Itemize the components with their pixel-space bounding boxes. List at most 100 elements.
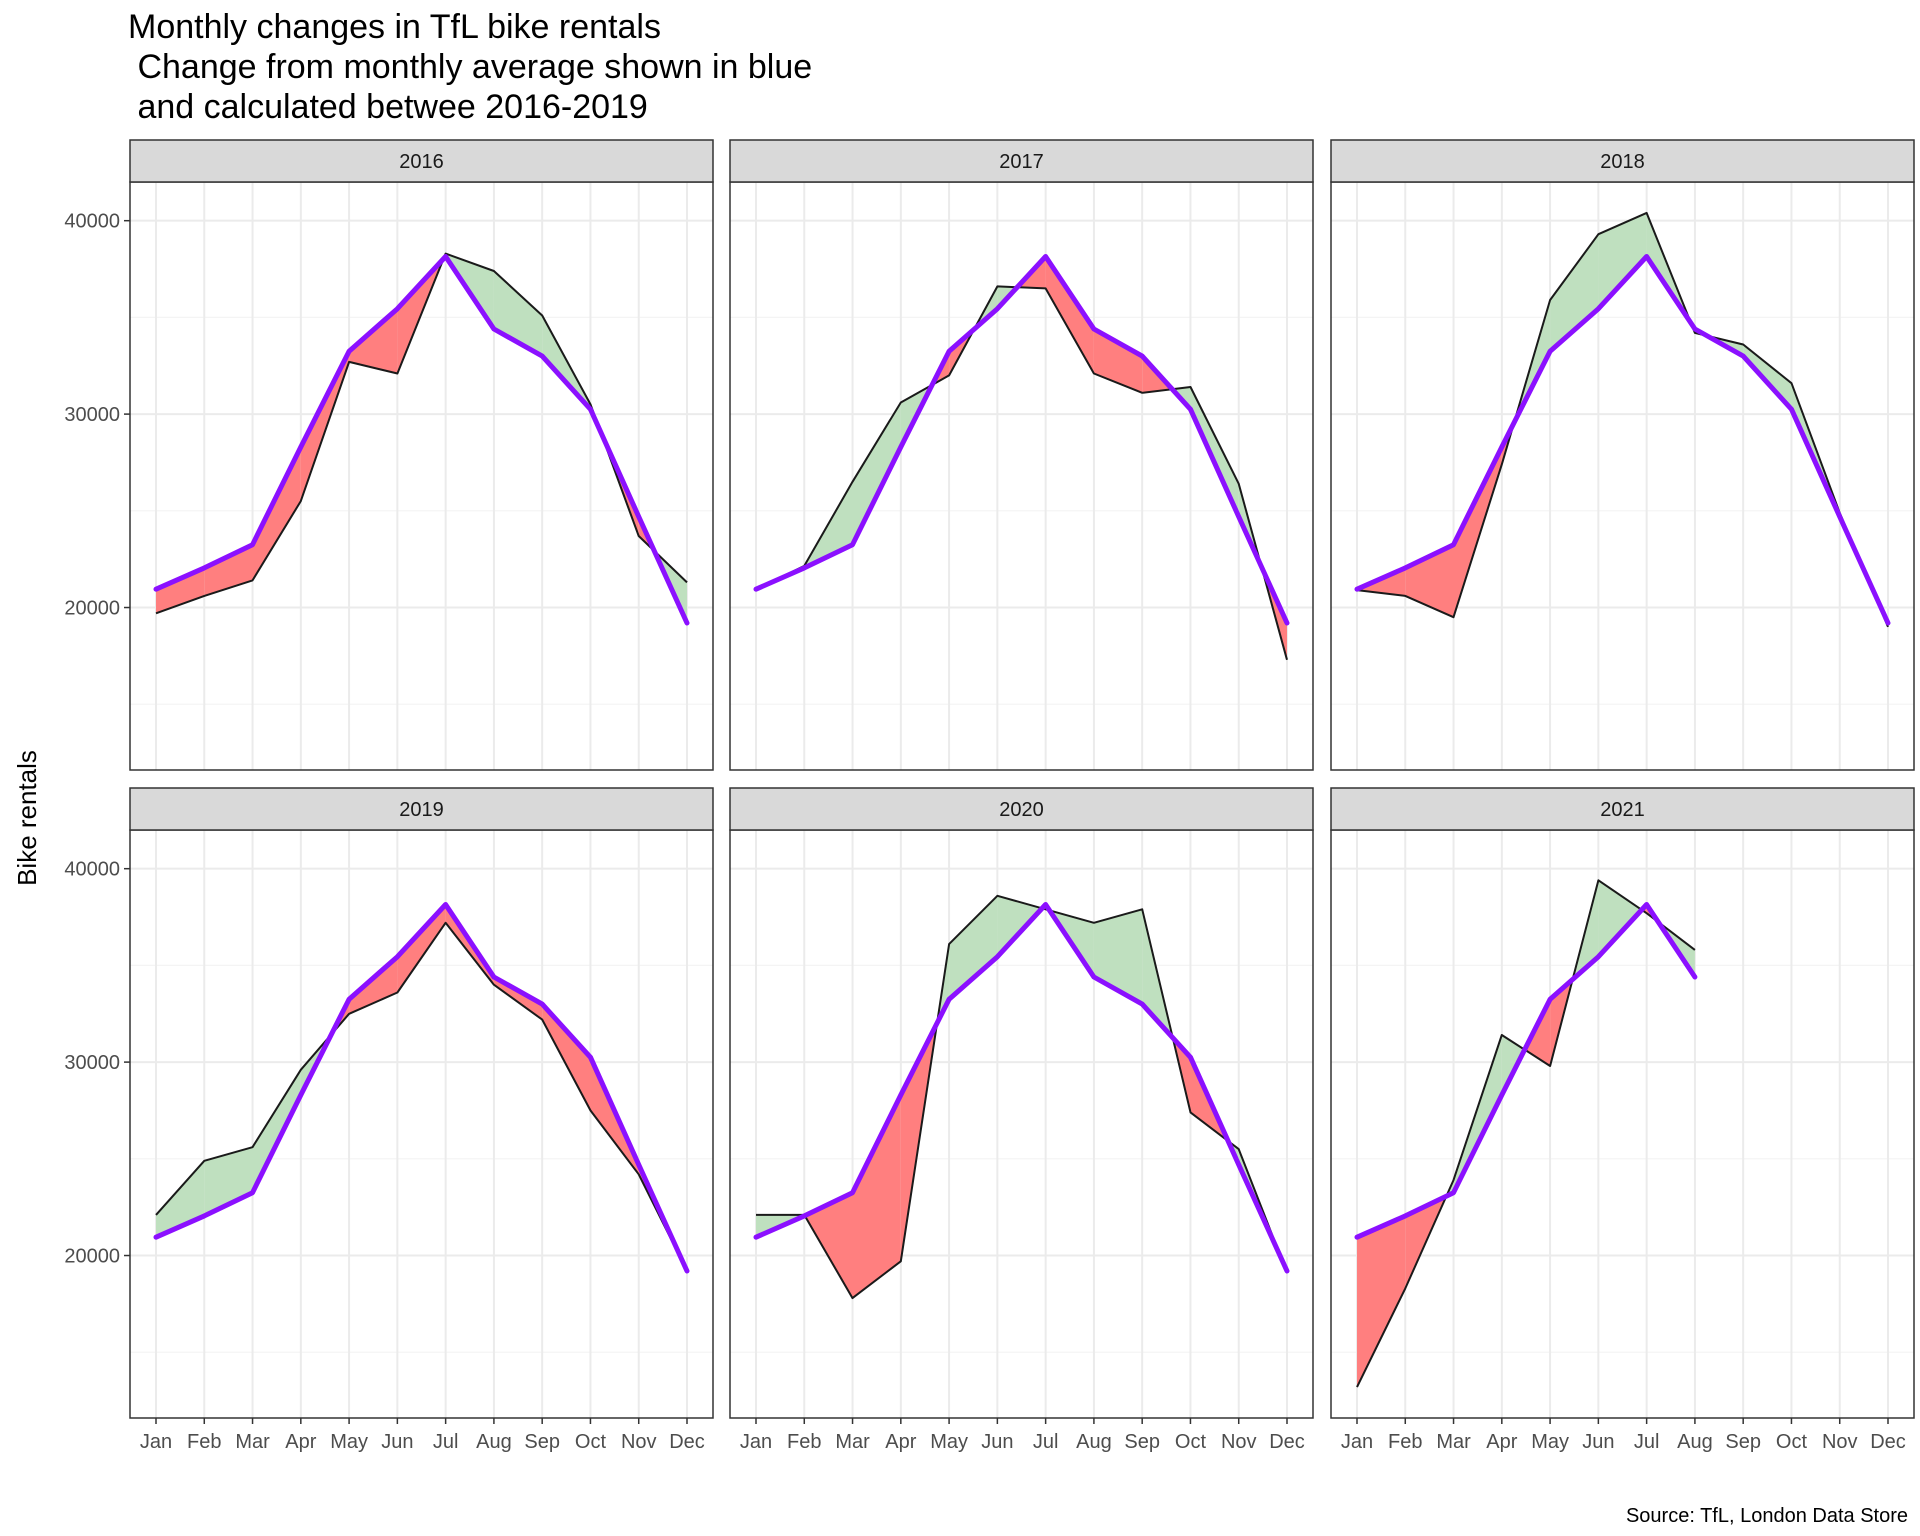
- ribbon-below-average: [397, 904, 446, 993]
- ribbon-below-average: [349, 308, 398, 374]
- facet-strip: 2018: [1330, 139, 1915, 183]
- x-tick-label: Nov: [1822, 1431, 1858, 1453]
- chart-title-line-3: and calculated betwee 2016-2019: [128, 88, 648, 126]
- x-tick-label: Apr: [285, 1431, 316, 1453]
- y-tick-label: 40000: [64, 859, 120, 881]
- x-tick-label: Aug: [1677, 1431, 1713, 1453]
- facet-panel-2017: 2017: [729, 139, 1314, 771]
- strip-label: 2018: [1600, 151, 1645, 173]
- ribbon-above-average: [949, 895, 998, 1000]
- panel-grid: [730, 830, 1313, 1418]
- ribbon-below-average: [1453, 447, 1502, 618]
- x-tick-label: Jan: [740, 1431, 772, 1453]
- strip-background: [129, 787, 714, 831]
- x-tick-label: Oct: [1776, 1431, 1808, 1453]
- x-tick-label: May: [930, 1431, 968, 1453]
- x-tick-label: Mar: [1436, 1431, 1471, 1453]
- x-tick-label: Oct: [1175, 1431, 1207, 1453]
- ribbon-below-average: [852, 1095, 901, 1299]
- strip-background: [729, 787, 1314, 831]
- strip-label: 2020: [999, 799, 1044, 821]
- strip-background: [1330, 787, 1915, 831]
- y-tick-label: 40000: [64, 211, 120, 233]
- x-axis: Jan Feb Mar Apr May Jun Jul Aug Sep Oct Nov Dec: [140, 1418, 705, 1453]
- facet-strip: 2019: [129, 787, 714, 831]
- strip-background: [129, 139, 714, 183]
- x-tick-label: Sep: [524, 1431, 560, 1453]
- strip-label: 2017: [999, 151, 1044, 173]
- x-tick-label: Jul: [433, 1431, 459, 1453]
- chart-caption: Source: TfL, London Data Store: [1626, 1505, 1908, 1527]
- x-tick-label: Jun: [981, 1431, 1013, 1453]
- strip-label: 2016: [399, 151, 444, 173]
- x-tick-label: Feb: [187, 1431, 221, 1453]
- facet-strip: 2021: [1330, 787, 1915, 831]
- x-tick-label: Apr: [1486, 1431, 1517, 1453]
- facet-strip: 2020: [729, 787, 1314, 831]
- strip-background: [729, 139, 1314, 183]
- strip-background: [1330, 139, 1915, 183]
- x-tick-label: Oct: [575, 1431, 607, 1453]
- ribbon-below-average: [349, 956, 398, 1014]
- x-tick-label: Jun: [381, 1431, 413, 1453]
- x-tick-label: Apr: [885, 1431, 916, 1453]
- x-tick-label: Mar: [835, 1431, 870, 1453]
- actual-rentals-line: [756, 894, 1288, 1300]
- x-tick-label: Mar: [235, 1431, 270, 1453]
- facet-panels: 2016 20000 30000 40000 2017 2018 2019 20000 3000…: [64, 139, 1915, 1453]
- ribbon-below-average: [252, 447, 301, 581]
- y-axis: 20000 30000 40000: [64, 211, 130, 620]
- ribbon-below-average: [1045, 256, 1094, 374]
- panel-background: [130, 182, 713, 770]
- x-axis: Jan Feb Mar Apr May Jun Jul Aug Sep Oct Nov Dec: [740, 1418, 1305, 1453]
- chart-title: Monthly changes in TfL bike rentals Chan…: [128, 8, 812, 126]
- x-axis: Jan Feb Mar Apr May Jun Jul Aug Sep Oct Nov Dec: [1341, 1418, 1906, 1453]
- ribbon-below-average: [1357, 1215, 1406, 1388]
- ribbon-below-average: [542, 1004, 591, 1111]
- x-tick-label: Dec: [1269, 1431, 1305, 1453]
- y-tick-label: 30000: [64, 1052, 120, 1074]
- y-tick-label: 30000: [64, 404, 120, 426]
- y-tick-label: 20000: [64, 1246, 120, 1268]
- average-rentals-line: [753, 902, 1290, 1274]
- x-tick-label: Jun: [1582, 1431, 1614, 1453]
- ribbon-below-average: [1093, 329, 1143, 393]
- average-rentals-line: [1354, 254, 1891, 626]
- y-axis-label: Bike rentals: [12, 750, 42, 886]
- x-tick-label: Feb: [1388, 1431, 1422, 1453]
- x-tick-label: Jul: [1033, 1431, 1059, 1453]
- x-tick-label: Dec: [1870, 1431, 1906, 1453]
- x-tick-label: Sep: [1725, 1431, 1761, 1453]
- facet-panel-2019: 2019 20000 30000 40000 Jan Feb Mar Apr May Jun Jul…: [64, 787, 714, 1453]
- average-rentals-line: [753, 254, 1290, 626]
- x-tick-label: Aug: [1076, 1431, 1112, 1453]
- ribbon-above-average: [852, 402, 901, 545]
- ribbon-below-average: [493, 977, 543, 1020]
- x-tick-label: May: [1531, 1431, 1569, 1453]
- x-tick-label: Sep: [1124, 1431, 1160, 1453]
- y-axis: 20000 30000 40000: [64, 859, 130, 1268]
- x-tick-label: Jul: [1634, 1431, 1660, 1453]
- ribbon-above-average: [156, 1160, 205, 1238]
- panel-grid: [1331, 830, 1914, 1418]
- chart-title-line-1: Monthly changes in TfL bike rentals: [128, 8, 661, 46]
- ribbon-above-average: [1598, 880, 1642, 957]
- ribbon-above-average: [1550, 234, 1599, 352]
- facet-panel-2021: 2021 Jan Feb Mar Apr May Jun Jul Aug Sep Oct Nov Dec: [1330, 787, 1915, 1453]
- y-tick-label: 20000: [64, 598, 120, 620]
- ribbon-below-average: [804, 1192, 853, 1299]
- x-tick-label: Nov: [1221, 1431, 1257, 1453]
- facet-panel-2020: 2020 Jan Feb Mar Apr May Jun Jul Aug Sep Oct Nov Dec: [729, 787, 1314, 1453]
- panel-grid: [130, 830, 713, 1418]
- x-tick-label: Aug: [476, 1431, 512, 1453]
- x-tick-label: Feb: [787, 1431, 821, 1453]
- actual-rentals-line: [155, 921, 688, 1272]
- average-rentals-line: [153, 902, 690, 1274]
- ribbon-below-average: [204, 544, 253, 596]
- x-tick-label: Jan: [140, 1431, 172, 1453]
- panel-grid: [730, 182, 1313, 770]
- actual-rentals-line: [755, 285, 1288, 661]
- chart-title-line-2: Change from monthly average shown in blu…: [128, 48, 812, 86]
- difference-ribbons: [156, 904, 687, 1271]
